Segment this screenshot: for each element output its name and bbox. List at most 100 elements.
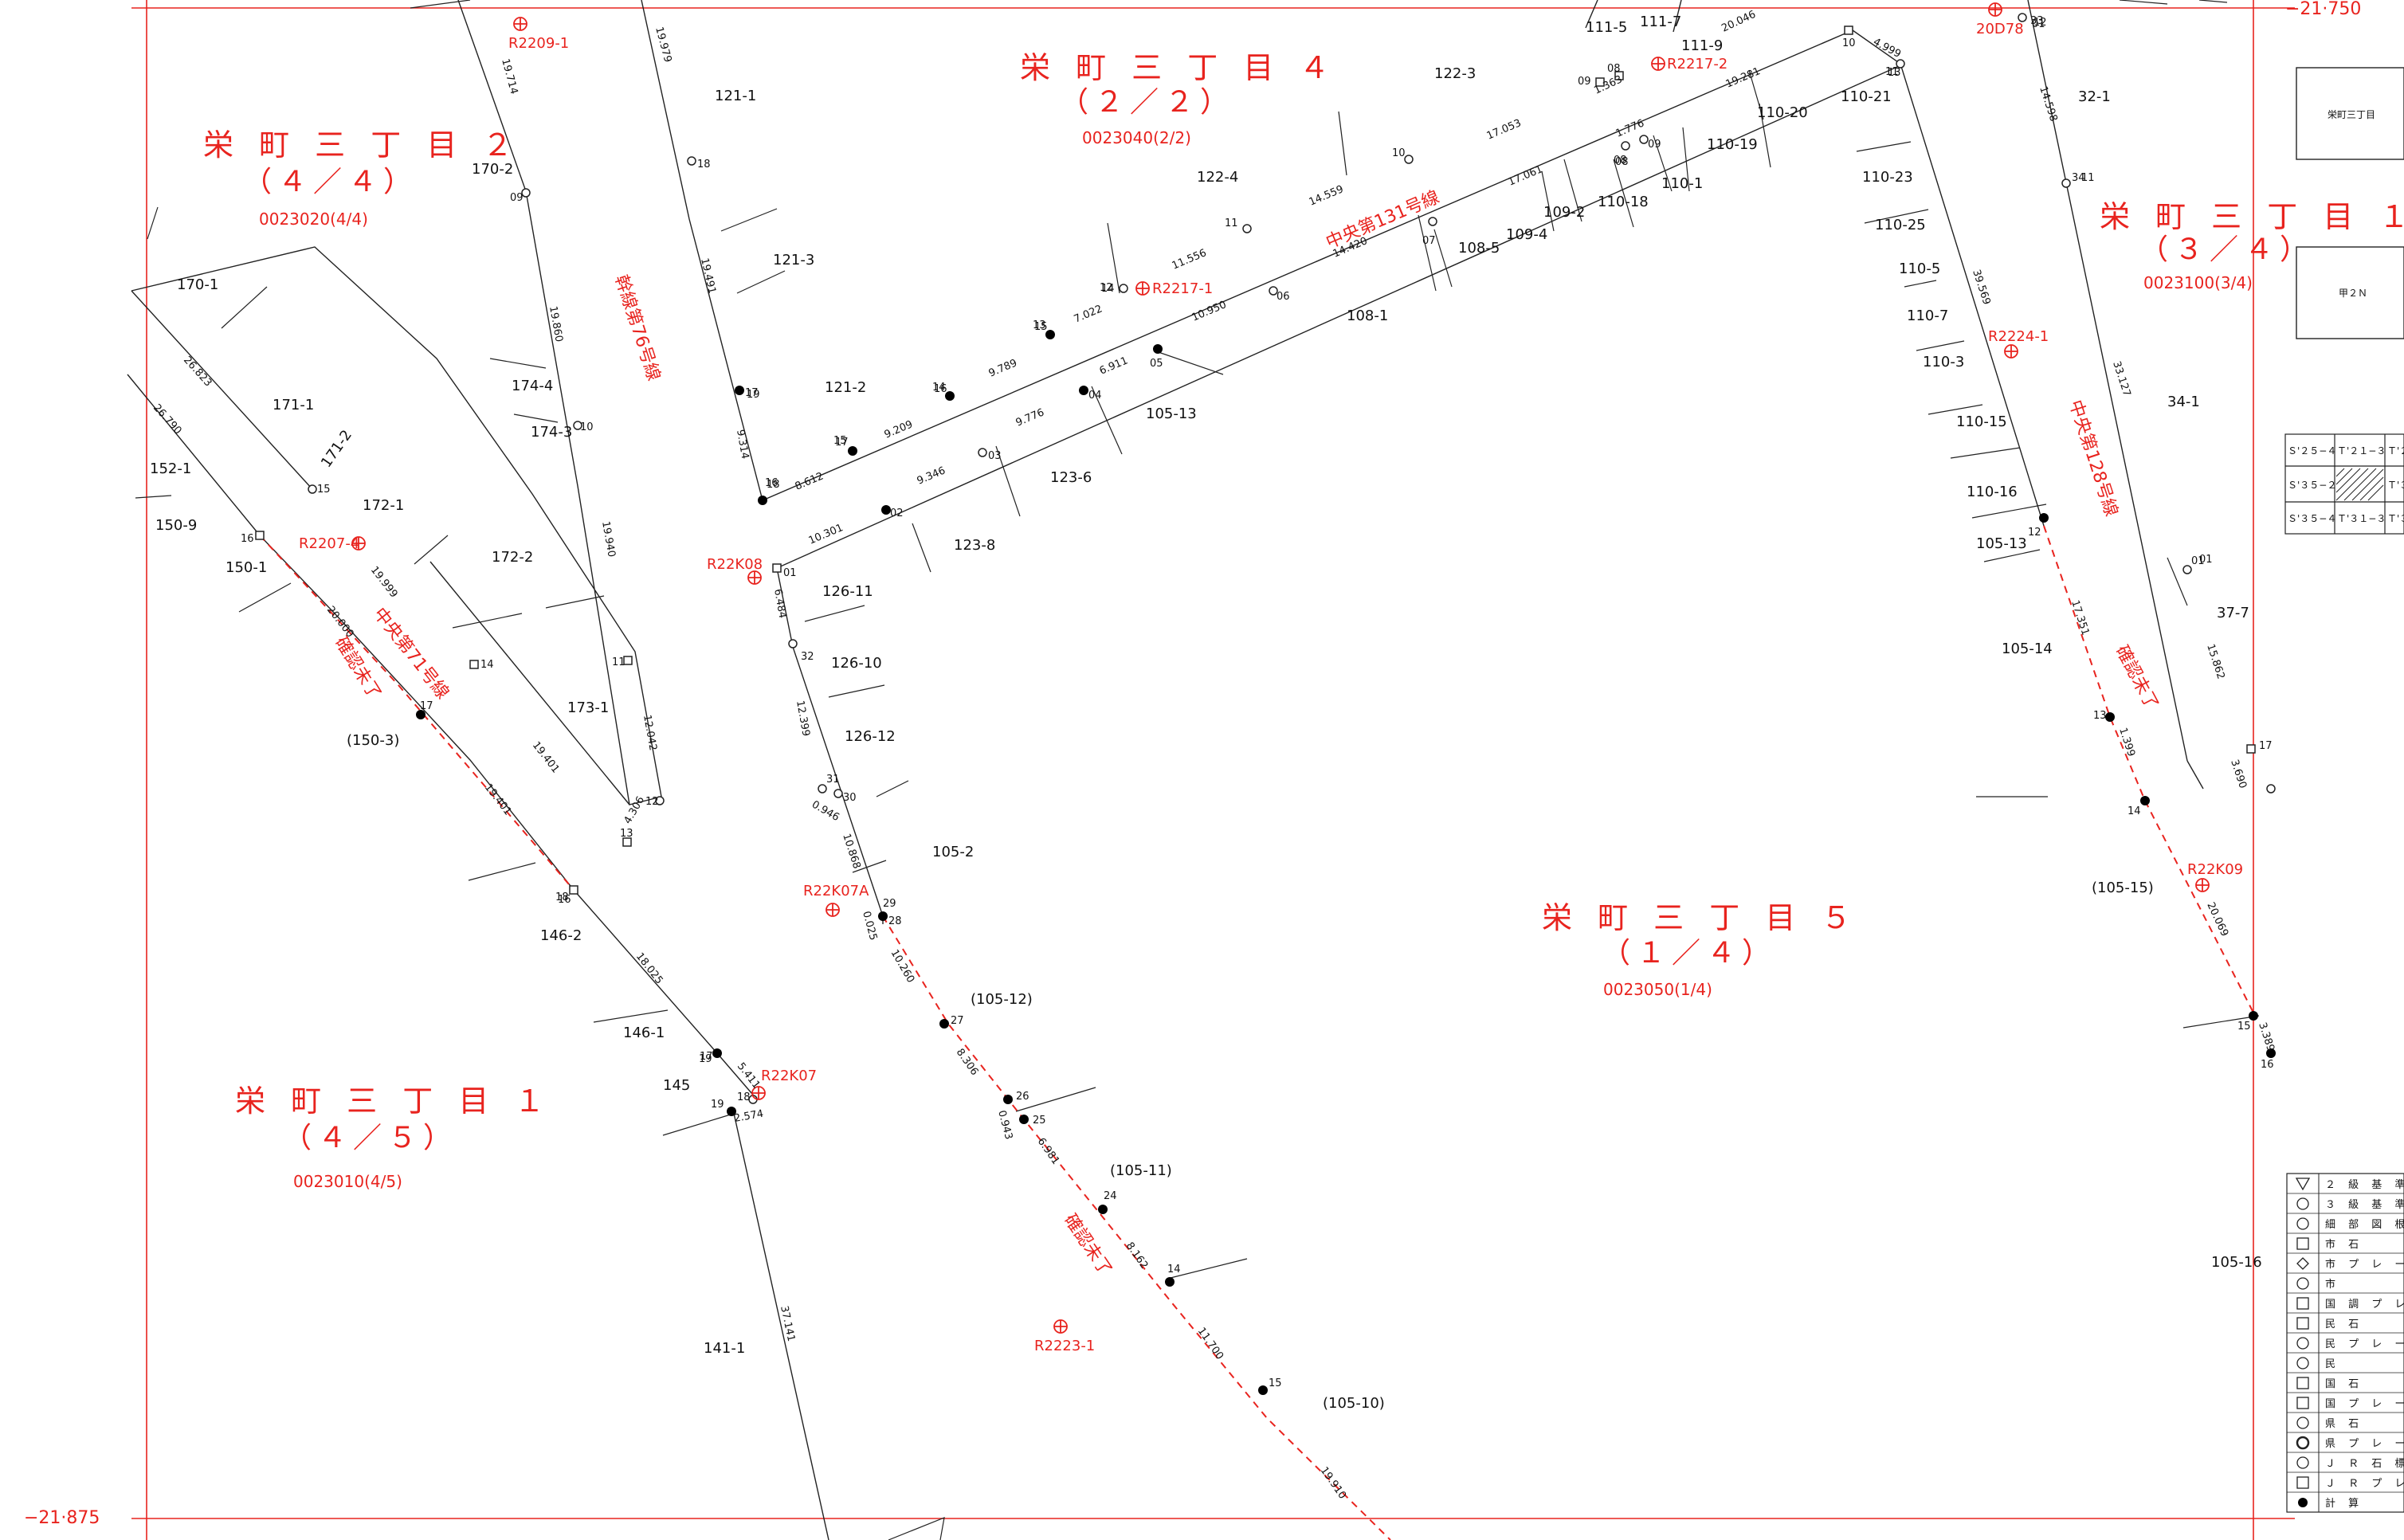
square-grid-icon [2296,1317,2309,1330]
symbol-legend: ２ 級 基 準 ３ 級 基 準 細 部 図 根 市 石 市 プ レ ー 市 国 … [2286,1173,2404,1513]
distance: 14.559 [1308,183,1346,209]
lot-number: 174-4 [512,378,553,394]
lot-number: (105-15) [2092,880,2154,896]
point-number: 25 [1033,1115,1046,1127]
distance: 17.061 [1507,163,1545,189]
lot-number: 172-1 [363,497,404,514]
lot-number: (150-3) [347,732,399,749]
lot-numbers: 111-5 111-7 111-9 122-3 121-1 170-2 32-1… [150,14,2262,1412]
grid-label-bottom: −21·875 [24,1508,100,1528]
legend-label: 細 部 図 根 [2325,1219,2404,1231]
lot-number: 105-2 [932,844,974,860]
point-number: 01 [783,567,797,579]
point-number: 13 [620,828,633,840]
point-number: 13 [2093,710,2107,722]
index-cell: Ｓ'３５−２ [2288,480,2336,491]
point-number: 05 [1150,358,1163,370]
open-square-icon [2296,1476,2309,1489]
point-number: 10 [1392,147,1406,159]
distance: 19.979 [653,25,673,64]
point-number: 09 [1648,139,1661,151]
distance: 11.700 [1195,1326,1226,1362]
panel-box-label: 甲２Ｎ [2339,288,2367,299]
benchmark-label: R2207-4 [299,535,359,552]
distance: 10.950 [1190,299,1229,324]
point-number: 01 [2191,555,2205,567]
distance: 4.999 [1871,36,1903,61]
legend-label: ２ 級 基 準 [2325,1178,2404,1191]
distance: 12.042 [641,714,659,751]
circle-v-icon [2296,1337,2309,1350]
benchmark-label: 20D78 [1976,21,2024,37]
lot-number: (105-11) [1110,1162,1172,1179]
point-number: 06 [1277,291,1290,303]
lot-number: 34-1 [2167,394,2200,410]
lot-number: 111-9 [1681,37,1723,54]
block-code: 0023040(2/2) [1082,128,1191,147]
distance: 10.868 [840,833,862,871]
lot-number: 171-1 [273,397,314,413]
lot-number: 170-1 [177,276,218,293]
point-number: 12 [645,796,659,808]
lot-number: 105-13 [1976,535,2027,552]
lot-number: 122-4 [1197,169,1238,186]
distance: 20.069 [2204,900,2230,938]
distance: 6.911 [1098,355,1130,377]
block-name: 栄 町 三 丁 目 ５ [1542,900,1859,935]
block-name: 栄 町 三 丁 目 １ ０ [2100,199,2404,234]
lot-number: 146-1 [623,1025,665,1041]
sheet-index-panel: 栄町三丁目 甲２Ｎ Ｓ'２５−４ Ｔ'２１−３ Ｔ'２ Ｓ'３５−２ Ｔ'３ Ｓ… [2284,67,2404,535]
distance: 10.301 [807,522,845,547]
square-circle-icon [2296,1377,2309,1389]
point-number: 04 [1088,390,1102,402]
index-cell: Ｓ'２５−４ [2288,445,2336,457]
point-number: 19 [711,1099,724,1111]
distance: 26.790 [151,402,184,437]
distance: 9.789 [987,357,1019,379]
lot-number: 122-3 [1434,65,1476,82]
point-number: 16 [2261,1059,2274,1071]
lot-number: 126-12 [845,728,896,745]
double-circle-icon [2296,1417,2309,1429]
square-x-icon [2296,1237,2309,1250]
point-number: 12 [2033,17,2047,29]
block-fraction: （４／５） [283,1122,458,1154]
distance: 19.401 [482,782,514,817]
distance: 19.491 [698,257,718,296]
lot-number: 109-2 [1543,204,1585,221]
distance: 6.484 [771,588,788,619]
lot-number: 123-8 [954,537,995,554]
lot-number: 110-19 [1707,136,1758,153]
distance: 9.209 [883,418,915,441]
block-fraction: （３／４） [2139,233,2315,266]
distances: 19.979 19.714 19.491 9.314 19.860 19.940… [151,9,2277,1502]
distance: 3.389 [2256,1021,2277,1053]
point-number: 11 [1225,217,1238,229]
lot-number: 121-3 [773,252,814,268]
point-number: 11 [2081,172,2095,184]
point-number: 14 [932,382,946,394]
distance: 8.306 [954,1047,981,1078]
lot-number: 152-1 [150,460,191,477]
distance: 11.556 [1171,247,1209,272]
lot-number: (105-12) [971,991,1033,1008]
block-code: 0023020(4/4) [259,210,368,229]
lot-number: 32-1 [2078,88,2111,105]
filled-dot-icon [2298,1498,2308,1507]
map-frame [131,0,2295,1540]
legend-label: 県 プ レ ー [2325,1438,2404,1450]
point-number: 09 [1578,76,1591,88]
lot-number: 150-1 [225,559,267,576]
benchmark-label: R2217-2 [1667,56,1728,72]
distance: 26.823 [181,355,214,390]
distance: 10.260 [888,948,917,986]
lot-number: 110-20 [1757,104,1808,121]
point-number: 13 [1033,319,1046,331]
point-number: 15 [1034,321,1048,333]
point-number: 26 [1016,1091,1029,1103]
legend-label: 県 石 [2325,1418,2363,1430]
block-label-4: 栄 町 三 丁 目 ４ （２／２） 0023040(2/2) [1020,50,1329,147]
index-cell: Ｔ'２ [2387,445,2404,457]
benchmark-labels: R2209-1 R2217-2 R2217-1 20D78 R2207-4 R2… [299,21,2243,1354]
point-number: 34 [2072,172,2085,184]
